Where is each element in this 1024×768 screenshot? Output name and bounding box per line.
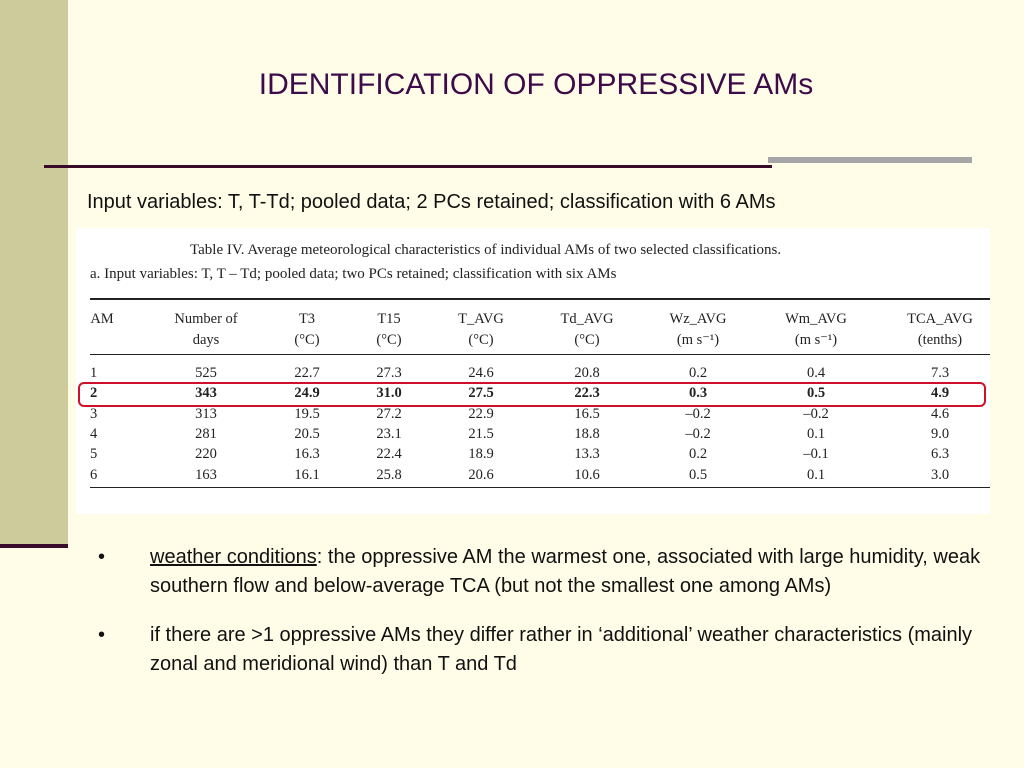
bullet-text: : the oppressive AM the warmest one, ass… [150,546,981,597]
table-cell: 27.3 [376,365,402,381]
title-rule [44,165,772,168]
table-cell: 21.5 [468,425,494,442]
table-header-unit: days [192,332,220,348]
table-cell: 25.8 [376,466,402,483]
table-cell: 0.1 [806,425,826,442]
bullet-item: • if there are >1 oppressive AMs they di… [98,621,998,679]
left-decor-underline [0,544,68,548]
table-cell: 22.3 [574,385,600,402]
table-cell: 6.3 [930,446,950,463]
table-cell: 23.1 [376,425,402,442]
table-cell: 22.9 [468,405,494,422]
table-cell: 163 [195,466,217,483]
table-cell: 2 [90,385,98,402]
table-header-cell: Wm_AVG [785,311,847,327]
table-cell: –0.2 [803,405,829,422]
table-header-cell: Wz_AVG [669,311,727,327]
table-cell: 313 [195,405,217,422]
table-cell: 4 [90,425,98,442]
table-cell: 343 [195,385,217,402]
table-header-unit: (°C) [294,332,320,348]
table-cell: 0.4 [806,365,826,381]
table-cell: 1 [90,365,98,381]
table-cell: 6 [90,466,98,483]
table-rule-header [90,354,990,356]
table-header-cell: TCA_AVG [907,311,973,327]
bullet-lead: weather conditions [150,546,317,568]
table-header-unit: (tenths) [917,332,963,348]
table-cell: 281 [195,425,217,442]
table-header-cell: AM [90,311,114,327]
table-header-cell: Number of [174,311,238,327]
data-table: Table IV. Average meteorological charact… [76,228,990,514]
table-cell: 27.5 [468,385,494,402]
table-cell: 3 [90,405,98,422]
table-rule-bottom [90,487,990,489]
table-cell: 31.0 [376,385,402,402]
table-cell: 4.9 [930,385,950,402]
table-header-cell: Td_AVG [560,311,614,327]
bullet-text: if there are >1 oppressive AMs they diff… [150,624,973,675]
table-cell: 18.9 [468,446,494,463]
table-cell: 4.6 [930,405,950,422]
table-header-cell: T15 [377,311,401,327]
table-cell: 19.5 [294,405,320,422]
table-cell: 0.5 [806,385,826,402]
table-subcaption: a. Input variables: T, T – Td; pooled da… [90,266,617,282]
slide-subtitle: Input variables: T, T-Td; pooled data; 2… [87,191,776,213]
table-caption: Table IV. Average meteorological charact… [190,242,782,258]
table-cell: 0.3 [688,385,708,402]
table-cell: 22.7 [294,365,320,381]
table-cell: 0.2 [688,446,708,463]
title-rule-accent [768,157,972,163]
table-cell: 5 [90,446,98,463]
table-cell: 18.8 [574,425,600,442]
table-cell: 16.5 [574,405,600,422]
table-header-unit: (°C) [376,332,402,348]
left-decor-band [0,0,68,544]
table-cell: 16.1 [294,466,320,483]
bullet-list: • weather conditions: the oppressive AM … [98,543,998,699]
table-cell: 13.3 [574,446,600,463]
table-header-cell: T_AVG [458,311,504,327]
table-cell: 20.8 [574,365,600,381]
highlight-row-box [78,382,986,407]
table-cell: 9.0 [930,425,950,442]
table-cell: 0.1 [806,466,826,483]
bullet-item: • weather conditions: the oppressive AM … [98,543,998,601]
table-cell: 220 [195,446,217,463]
table-cell: 0.5 [688,466,708,483]
table-cell: 22.4 [376,446,402,463]
table-cell: 20.5 [294,425,320,442]
table-cell: 10.6 [574,466,600,483]
table-cell: –0.2 [685,425,711,442]
table-cell: 525 [195,365,217,381]
table-cell: 7.3 [930,365,950,381]
table-header-unit: (°C) [574,332,600,348]
table-cell: –0.2 [685,405,711,422]
table-cell: 27.2 [376,405,402,422]
table-header-unit: (°C) [468,332,494,348]
table-cell: 16.3 [294,446,320,463]
table-cell: 0.2 [688,365,708,381]
table-cell: 24.6 [468,365,494,381]
table-cell: 24.9 [294,385,320,402]
table-cell: –0.1 [803,446,829,463]
bullet-dot: • [98,546,106,568]
table-cell: 20.6 [468,466,494,483]
table-cell: 3.0 [930,466,950,483]
table-rule-top [90,298,990,300]
bullet-dot: • [98,624,106,646]
table-header-cell: T3 [298,311,316,327]
table-header-unit: (m s⁻¹) [794,332,838,348]
slide-title: IDENTIFICATION OF OPPRESSIVE AMs [258,68,814,101]
table-header-unit: (m s⁻¹) [676,332,720,348]
